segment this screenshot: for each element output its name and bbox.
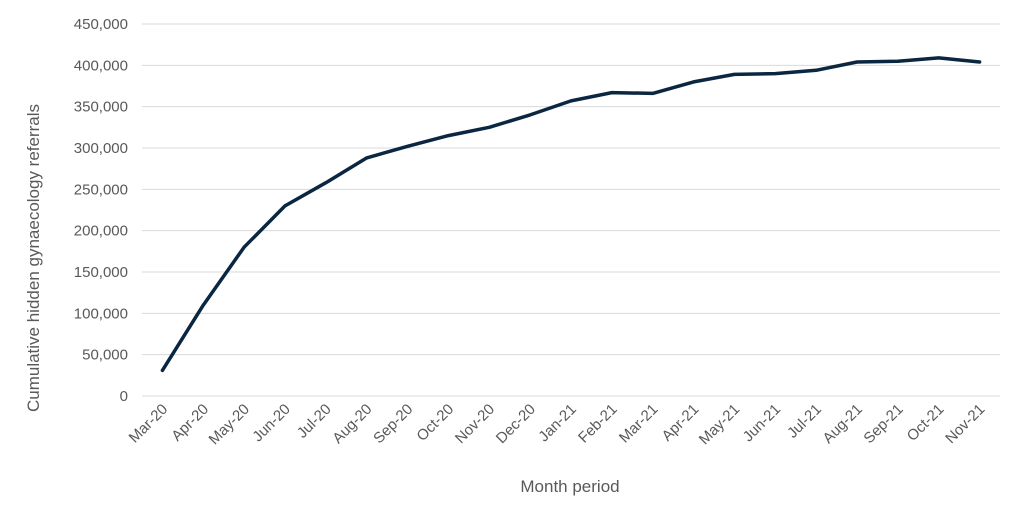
x-tick-label: Mar-21 (616, 401, 662, 447)
x-tick-label: May-21 (696, 401, 743, 448)
x-tick-label: Aug-20 (329, 401, 375, 447)
y-tick-label: 100,000 (74, 305, 128, 322)
x-tick-label: Jan-21 (535, 401, 579, 445)
y-tick-label: 300,000 (74, 140, 128, 157)
x-tick-label: Mar-20 (126, 401, 172, 447)
x-tick-label: Dec-20 (493, 401, 539, 447)
x-tick-label: May-20 (206, 401, 253, 448)
y-axis-tick-labels: 0 50,000 100,000 150,000 200,000 250,000 300,0… (74, 16, 128, 405)
x-tick-label: Nov-20 (452, 401, 498, 447)
y-tick-label: 150,000 (74, 264, 128, 281)
y-tick-label: 350,000 (74, 99, 128, 116)
x-tick-label: Oct-21 (904, 401, 948, 445)
x-axis-title: Month period (520, 477, 619, 496)
y-axis-title: Cumulative hidden gynaecology referrals (24, 104, 43, 412)
x-tick-label: Nov-21 (942, 401, 988, 447)
x-tick-label: Sep-20 (370, 401, 416, 447)
y-tick-label: 200,000 (74, 223, 128, 240)
x-tick-label: Aug-21 (820, 401, 866, 447)
x-tick-label: Oct-20 (413, 401, 457, 445)
series-layer (160, 56, 982, 373)
y-tick-label: 50,000 (82, 347, 128, 364)
x-tick-label: Feb-21 (575, 401, 621, 447)
y-tick-label: 400,000 (74, 57, 128, 74)
y-tick-label: 450,000 (74, 16, 128, 33)
x-tick-label: Sep-21 (860, 401, 906, 447)
x-tick-label: Jun-20 (249, 401, 293, 445)
x-tick-label: Apr-20 (168, 401, 212, 445)
y-tick-label: 0 (120, 388, 128, 405)
y-tick-label: 250,000 (74, 181, 128, 198)
x-tick-label: Jun-21 (740, 401, 784, 445)
gridlines (142, 23, 1000, 397)
x-tick-label: Apr-21 (659, 401, 703, 445)
series-line (160, 56, 982, 373)
